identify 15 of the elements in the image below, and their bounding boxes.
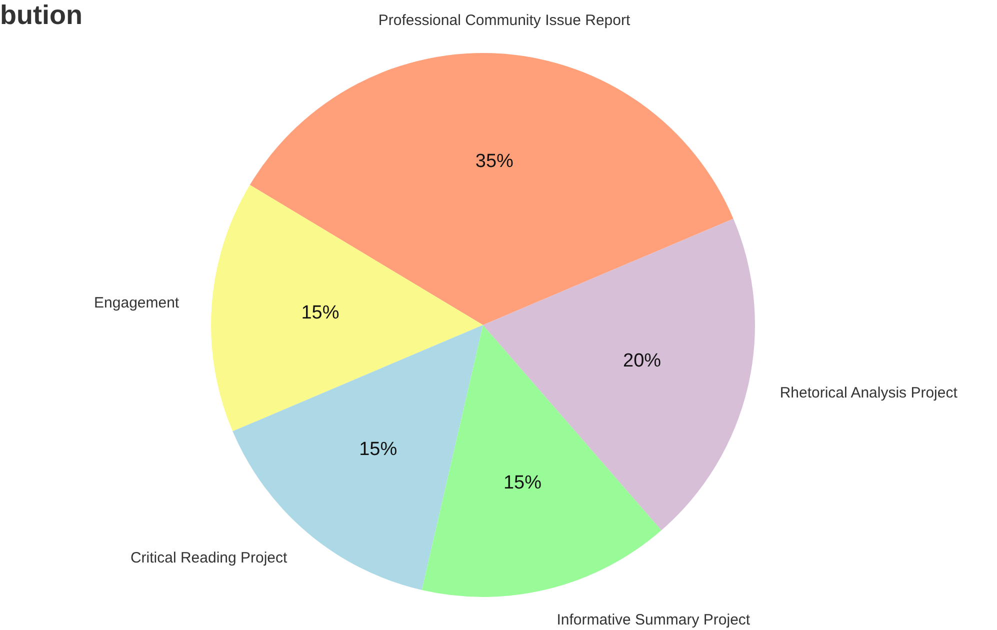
- pie-slice: [250, 53, 734, 325]
- slice-label: Rhetorical Analysis Project: [780, 384, 958, 402]
- pie-slice: [422, 325, 662, 597]
- slice-label: Critical Reading Project: [130, 549, 288, 566]
- data-label: 15%: [503, 472, 542, 494]
- chart-title: bution: [0, 0, 82, 30]
- data-label: 15%: [359, 439, 398, 460]
- slice-label: Professional Community Issue Report: [378, 12, 631, 30]
- pie-slice: [211, 184, 483, 432]
- slice-label: Engagement: [94, 294, 180, 312]
- data-label: 20%: [623, 350, 662, 372]
- pie-slice: [483, 218, 755, 530]
- data-label: 35%: [475, 151, 514, 172]
- slice-label: Informative Summary Project: [556, 612, 751, 629]
- data-label: 15%: [301, 302, 340, 324]
